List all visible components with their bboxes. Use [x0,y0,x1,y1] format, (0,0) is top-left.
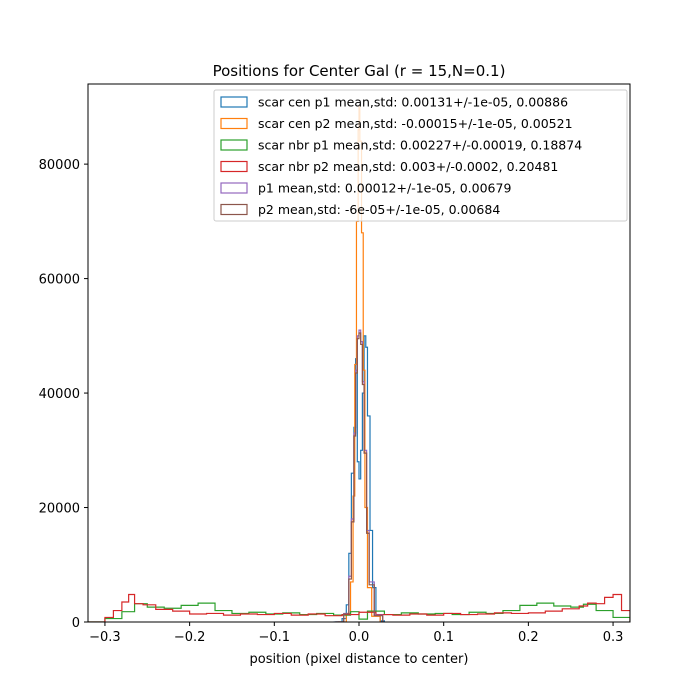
legend: scar cen p1 mean,std: 0.00131+/-1e-05, 0… [213,89,628,222]
legend-swatch [220,182,248,194]
chart-title: Positions for Center Gal (r = 15,N=0.1) [213,62,506,80]
legend-swatch [220,96,248,108]
series-3-line [88,593,630,622]
x-axis-label: position (pixel distance to center) [250,652,469,667]
x-tick-label: −0.2 [174,630,206,645]
y-axis: 0 20000 40000 60000 80000 [39,158,88,631]
y-tick-label: 60000 [39,273,80,288]
legend-swatch [220,139,248,151]
x-tick-label: 0.2 [518,630,539,645]
y-tick-label: 0 [72,616,80,631]
series-0-line [333,335,386,622]
legend-label: p2 mean,std: -6e-05+/-1e-05, 0.00684 [258,202,500,217]
series-5-line [335,332,384,622]
legend-box [213,89,628,222]
legend-label: scar nbr p1 mean,std: 0.00227+/-0.00019,… [258,138,582,153]
legend-label: p1 mean,std: 0.00012+/-1e-05, 0.00679 [258,181,511,196]
x-tick-label: 0.3 [603,630,624,645]
legend-swatch [220,117,248,130]
series-2-line [88,602,630,622]
legend-swatch [220,160,248,173]
legend-label: scar nbr p2 mean,std: 0.003+/-0.0002, 0.… [258,159,558,174]
x-tick-label: −0.3 [89,630,121,645]
y-tick-label: 40000 [39,387,80,402]
legend-label: scar cen p1 mean,std: 0.00131+/-1e-05, 0… [258,95,568,110]
legend-label: scar cen p2 mean,std: -0.00015+/-1e-05, … [258,116,573,131]
x-axis: −0.3 −0.2 −0.1 0.0 0.1 0.2 0.3 [89,622,623,645]
x-tick-label: 0.1 [433,630,454,645]
x-tick-label: 0.0 [349,630,370,645]
legend-swatch [220,203,248,216]
x-tick-label: −0.1 [259,630,291,645]
y-tick-label: 20000 [39,502,80,517]
y-tick-label: 80000 [39,158,80,173]
